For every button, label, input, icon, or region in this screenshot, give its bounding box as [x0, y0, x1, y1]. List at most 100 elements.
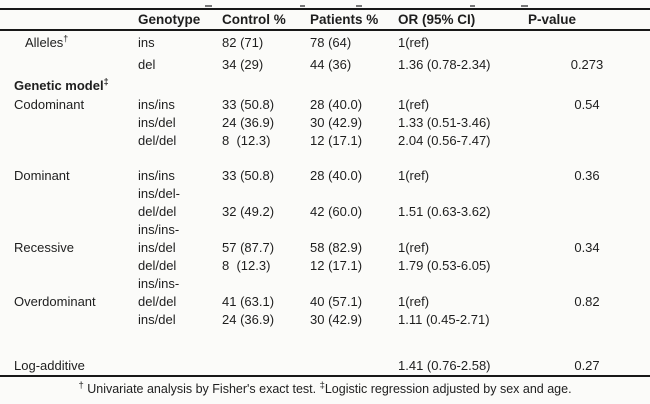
header-underline-rule [0, 29, 650, 31]
table-row: Recessive ins/del 57 (87.7) 58 (82.9) 1(ref)… [0, 238, 650, 256]
table-row: ins/del 24 (36.9) 30 (42.9) 1.33 (0.51-3.46… [0, 113, 650, 131]
cell-odds-ratio: 1.33 (0.51-3.46) [398, 114, 491, 130]
column-header-patients: Patients % [310, 12, 379, 27]
cell-p-value: 0.36 [574, 167, 600, 183]
cell-p-value: 0.34 [574, 239, 600, 255]
cropped-text-fragments [0, 0, 650, 8]
cell-patients-percent: 40 (57.1) [310, 293, 363, 309]
cell-odds-ratio: 1(ref) [398, 96, 430, 112]
table-top-rule [0, 8, 650, 10]
footnote-marker: ‡ [103, 77, 109, 87]
cell-genotype: del [138, 56, 156, 72]
table-row: ins/ins- [0, 274, 650, 292]
cell-genotype: del/del [138, 203, 177, 219]
cell-control-percent: 33 (50.8) [222, 167, 275, 183]
cell-genotype: ins/ins- [138, 275, 180, 291]
cell-model-label: Genetic model‡ [14, 77, 109, 93]
cell-odds-ratio: 1.51 (0.63-3.62) [398, 203, 491, 219]
cell-patients-percent: 44 (36) [310, 56, 352, 72]
cell-odds-ratio: 1(ref) [398, 167, 430, 183]
cell-control-percent: 8 (12.3) [222, 257, 271, 273]
table-row: del 34 (29) 44 (36) 1.36 (0.78-2.34) 0.273 [0, 53, 650, 75]
cell-genotype: ins [138, 34, 155, 50]
cell-patients-percent: 28 (40.0) [310, 96, 363, 112]
cell-p-value: 0.82 [574, 293, 600, 309]
cropped-glyph-mark [356, 5, 362, 7]
cell-p-value: 0.54 [574, 96, 600, 112]
section-gap [0, 328, 650, 355]
cell-odds-ratio: 1(ref) [398, 293, 430, 309]
cell-odds-ratio: 2.04 (0.56-7.47) [398, 132, 491, 148]
footnote-marker: † [63, 34, 69, 44]
cell-genotype: del/del [138, 293, 177, 309]
table-row: Log-additive 1.41 (0.76-2.58) 0.27 [0, 355, 650, 375]
cell-patients-percent: 28 (40.0) [310, 167, 363, 183]
cell-model-label: Alleles† [25, 34, 69, 50]
column-header-genotype: Genotype [138, 12, 201, 27]
double-dagger-marker: ‡ [319, 379, 325, 391]
cell-control-percent: 24 (36.9) [222, 311, 275, 327]
dagger-marker: † [78, 379, 84, 391]
table-row: del/del 8 (12.3) 12 (17.1) 1.79 (0.53-6.05) [0, 256, 650, 274]
cell-genotype: del/del [138, 257, 177, 273]
table-row: Dominant ins/ins 33 (50.8) 28 (40.0) 1(ref) 0… [0, 166, 650, 184]
cropped-glyph-mark [300, 5, 305, 7]
section-gap [0, 149, 650, 166]
cell-patients-percent: 12 (17.1) [310, 132, 363, 148]
cell-genotype: ins/del [138, 311, 176, 327]
cropped-glyph-mark [205, 5, 212, 7]
cell-control-percent: 24 (36.9) [222, 114, 275, 130]
cell-control-percent: 57 (87.7) [222, 239, 275, 255]
cell-patients-percent: 42 (60.0) [310, 203, 363, 219]
cell-genotype: ins/ins [138, 167, 175, 183]
cell-p-value: 0.273 [570, 56, 604, 72]
cell-model-label: Codominant [14, 96, 85, 112]
cell-patients-percent: 30 (42.9) [310, 311, 363, 327]
table-row: ins/del 24 (36.9) 30 (42.9) 1.11 (0.45-2.71… [0, 310, 650, 328]
cell-genotype: ins/del- [138, 185, 180, 201]
cell-genotype: del/del [138, 132, 177, 148]
column-header-control: Control % [222, 12, 286, 27]
cell-genotype: ins/del [138, 239, 176, 255]
cell-control-percent: 8 (12.3) [222, 132, 271, 148]
table-row: del/del 8 (12.3) 12 (17.1) 2.04 (0.56-7.47) [0, 131, 650, 149]
cell-genotype: ins/ins [138, 96, 175, 112]
cropped-glyph-mark [521, 5, 528, 7]
table-row: Overdominant del/del 41 (63.1) 40 (57.1) 1(r… [0, 292, 650, 310]
cell-patients-percent: 58 (82.9) [310, 239, 363, 255]
cell-patients-percent: 30 (42.9) [310, 114, 363, 130]
cell-odds-ratio: 1(ref) [398, 239, 430, 255]
table-row: del/del 32 (49.2) 42 (60.0) 1.51 (0.63-3.62… [0, 202, 650, 220]
cell-odds-ratio: 1(ref) [398, 34, 430, 50]
table-row: ins/ins- [0, 220, 650, 238]
cell-model-label: Recessive [14, 239, 74, 255]
column-header-or-ci: OR (95% CI) [398, 12, 476, 27]
cell-genotype: ins/del [138, 114, 176, 130]
table-row: ins/del- [0, 184, 650, 202]
cell-odds-ratio: 1.79 (0.53-6.05) [398, 257, 491, 273]
table-row: Alleles† ins 82 (71) 78 (64) 1(ref) [0, 31, 650, 53]
cell-odds-ratio: 1.36 (0.78-2.34) [398, 56, 491, 72]
cell-odds-ratio: 1.11 (0.45-2.71) [398, 311, 490, 327]
table-footnote: † Univariate analysis by Fisher's exact … [0, 377, 650, 396]
table-row: Genetic model‡ [0, 75, 650, 95]
cell-genotype: ins/ins- [138, 221, 180, 237]
table-body: Alleles† ins 82 (71) 78 (64) 1(ref) del 34 (29… [0, 31, 650, 375]
cell-control-percent: 32 (49.2) [222, 203, 275, 219]
table-row: Codominant ins/ins 33 (50.8) 28 (40.0) 1(ref… [0, 95, 650, 113]
cell-model-label: Log-additive [14, 357, 85, 373]
table-bottom-rule [0, 375, 650, 377]
column-header-p-value: P-value [528, 12, 577, 27]
cell-p-value: 0.27 [574, 357, 600, 373]
cell-model-label: Overdominant [14, 293, 96, 309]
cell-odds-ratio: 1.41 (0.76-2.58) [398, 357, 491, 373]
cropped-glyph-mark [470, 5, 475, 7]
cell-patients-percent: 78 (64) [310, 34, 352, 50]
cell-control-percent: 34 (29) [222, 56, 264, 72]
footnote-text-logistic: Logistic regression adjusted by sex and … [324, 382, 572, 396]
cell-control-percent: 33 (50.8) [222, 96, 275, 112]
table-header-row: Genotype Control % Patients % OR (95% CI… [0, 10, 650, 29]
cell-control-percent: 41 (63.1) [222, 293, 275, 309]
footnote-text-univariate: Univariate analysis by Fisher's exact te… [83, 382, 320, 396]
